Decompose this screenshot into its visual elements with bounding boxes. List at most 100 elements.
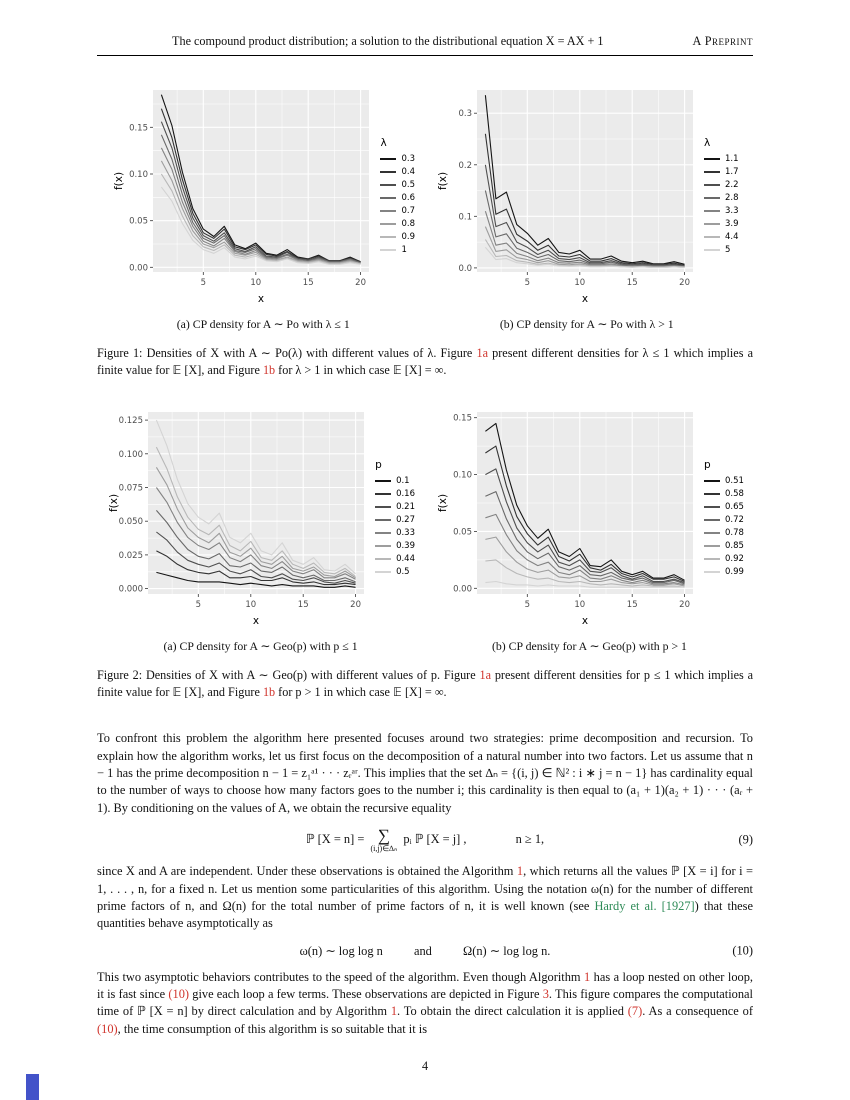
legend-label: 0.27 <box>396 514 415 525</box>
ref-link[interactable]: 1b <box>262 362 276 377</box>
legend-line-swatch <box>375 557 392 560</box>
text-segment: , the time consumption of this algorithm… <box>117 1021 428 1036</box>
page-number: 4 <box>421 1059 429 1073</box>
legend-entry: 2.2 <box>704 178 739 191</box>
figure-1a-subcaption: (a) CP density for A ∼ Po with λ ≤ 1 <box>176 317 350 331</box>
svg-text:0.05: 0.05 <box>453 528 472 538</box>
svg-text:10: 10 <box>574 278 585 288</box>
text-segment: This two asymptotic behaviors contribute… <box>97 969 584 984</box>
svg-text:x: x <box>582 293 588 305</box>
text-segment: present different densities for λ ≤ 1 wh… <box>97 346 754 377</box>
legend-entry: 3.9 <box>704 217 739 230</box>
legend-line-swatch <box>380 209 397 212</box>
legend-label: 0.85 <box>725 540 744 551</box>
svg-text:20: 20 <box>679 600 690 610</box>
legend-entry: 0.21 <box>375 500 415 513</box>
chart-figure-1a: 5 10 15 20 0.00 0.05 0.10 0.15 x f(x) λ 0.3 0.4 0.5 0.… <box>111 82 415 311</box>
legend-entry: 0.65 <box>704 500 744 513</box>
page-header: The compound product distribution; a sol… <box>97 34 753 56</box>
eq9-rhs: pᵢ ℙ [X = j] , <box>403 832 467 847</box>
ref-link[interactable]: 1 <box>390 1004 398 1019</box>
legend-entry: 1.7 <box>704 165 739 178</box>
chart-legend: λ 1.1 1.7 2.2 2.8 3.3 3.9 4.4 5 <box>704 137 739 256</box>
figure-2a: 5 10 15 20 0.000 0.025 0.050 0.075 0.100 0.125 x f(… <box>106 404 415 654</box>
legend-line-swatch <box>704 518 720 521</box>
ref-link[interactable]: 1 <box>584 969 591 984</box>
legend-label: 0.16 <box>396 488 415 499</box>
ref-link[interactable]: 1 <box>516 864 524 879</box>
legend-entry: 1 <box>380 243 415 256</box>
legend-line-swatch <box>380 248 397 251</box>
ref-link[interactable]: 1b <box>262 684 276 699</box>
ref-link[interactable]: (10) <box>168 986 190 1001</box>
legend-entry: 0.78 <box>704 526 744 539</box>
svg-text:x: x <box>258 293 264 305</box>
legend-entry: 0.39 <box>375 539 415 552</box>
legend-label: 3.3 <box>725 205 739 216</box>
legend-entry: 5 <box>704 243 739 256</box>
text-segment: has a loop nested on other loop, it is f… <box>97 969 753 1001</box>
paragraph-2: since X and A are independent. Under the… <box>97 863 753 932</box>
svg-text:10: 10 <box>251 278 262 288</box>
figure-1b: 5 10 15 20 0.0 0.1 0.2 0.3 x f(x) λ 1.1 1.7 2.2 2.8 3.3… <box>435 82 739 332</box>
legend-label: 0.6 <box>401 192 415 203</box>
legend-entry: 1.1 <box>704 152 739 165</box>
legend-line-swatch <box>375 492 392 495</box>
figure-1-caption: Figure 1: Densities of X with A ∼ Po(λ) … <box>97 345 753 378</box>
svg-text:0.075: 0.075 <box>119 484 143 494</box>
legend-label: 0.21 <box>396 501 415 512</box>
legend-label: 0.5 <box>396 566 410 577</box>
eq10-right: Ω(n) ∼ log log n. <box>462 943 551 958</box>
svg-text:20: 20 <box>679 278 690 288</box>
legend-label: 0.51 <box>725 475 744 486</box>
legend-line-swatch <box>704 222 720 225</box>
svg-text:0.000: 0.000 <box>119 585 143 595</box>
svg-text:f(x): f(x) <box>113 172 125 190</box>
chart-figure-2b: 5 10 15 20 0.00 0.05 0.10 0.15 x f(x) p 0.51 0.58 0.6… <box>435 404 744 633</box>
ref-link[interactable]: 1a <box>479 668 491 683</box>
chart-figure-2a: 5 10 15 20 0.000 0.025 0.050 0.075 0.100 0.125 x f(… <box>106 404 415 633</box>
legend-label: 0.9 <box>401 231 415 242</box>
legend-label: 2.2 <box>725 179 739 190</box>
eq10-left: ω(n) ∼ log log n <box>299 943 383 958</box>
legend-line-swatch <box>704 209 720 212</box>
legend-line-swatch <box>704 183 720 186</box>
legend-line-swatch <box>704 531 720 534</box>
svg-text:0.2: 0.2 <box>458 161 472 171</box>
legend-label: 0.72 <box>725 514 744 525</box>
text-segment: present different densities for p ≤ 1 wh… <box>97 668 753 699</box>
chart-plot-area: 5 10 15 20 0.00 0.05 0.10 0.15 x f(x) <box>111 82 375 311</box>
svg-text:0.15: 0.15 <box>130 123 149 133</box>
text-segment: for λ > 1 in which case 𝔼 [X] = ∞. <box>275 362 447 377</box>
svg-text:0.100: 0.100 <box>119 450 143 460</box>
legend-entry: 0.1 <box>375 474 415 487</box>
svg-text:0.10: 0.10 <box>453 471 472 481</box>
ref-link[interactable]: 3 <box>542 986 549 1001</box>
citation-link[interactable]: Hardy et al. [1927] <box>594 898 695 913</box>
eq9-lhs: ℙ [X = n] = <box>305 832 365 847</box>
figure-2b-subcaption: (b) CP density for A ∼ Geo(p) with p > 1 <box>491 639 687 654</box>
text-segment: . To obtain the direct calculation it is… <box>397 1004 628 1019</box>
legend-label: 0.78 <box>725 527 744 538</box>
legend-label: 0.65 <box>725 501 744 512</box>
text-segment: since X and A are independent. Under the… <box>97 864 517 879</box>
equation-10: ω(n) ∼ log log n and Ω(n) ∼ log log n. (… <box>97 943 753 959</box>
legend-line-swatch <box>380 157 397 160</box>
legend-label: 3.9 <box>725 218 739 229</box>
ref-link[interactable]: (7) <box>627 1004 643 1019</box>
ref-link[interactable]: 1a <box>476 346 488 360</box>
legend-label: 0.99 <box>725 566 744 577</box>
legend-entry: 0.27 <box>375 513 415 526</box>
legend-entry: 0.3 <box>380 152 415 165</box>
legend-line-swatch <box>704 170 720 173</box>
chart-plot-area: 5 10 15 20 0.000 0.025 0.050 0.075 0.100 0.125 x f(… <box>106 404 370 633</box>
legend-label: 5 <box>725 244 731 255</box>
legend-label: 0.39 <box>396 540 415 551</box>
running-title: The compound product distribution; a sol… <box>172 34 604 48</box>
ref-link[interactable]: (10) <box>97 1021 118 1036</box>
legend-entry: 0.99 <box>704 565 744 578</box>
legend-label: 1.7 <box>725 166 739 177</box>
svg-text:x: x <box>253 615 259 627</box>
figure-2: 5 10 15 20 0.000 0.025 0.050 0.075 0.100 0.125 x f(… <box>97 404 753 700</box>
